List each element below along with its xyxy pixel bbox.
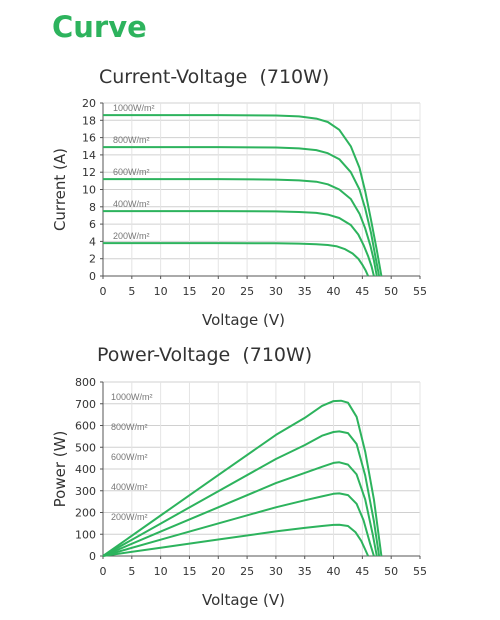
series-label: 600W/m² bbox=[113, 167, 150, 177]
y-tick-label: 200 bbox=[75, 507, 96, 520]
series-line bbox=[103, 242, 370, 277]
series-line bbox=[102, 399, 383, 557]
pv-chart-title-text: Power-Voltage bbox=[97, 344, 231, 366]
y-tick-label: 100 bbox=[75, 528, 96, 541]
y-tick-label: 700 bbox=[75, 398, 96, 411]
series-label: 200W/m² bbox=[111, 512, 148, 522]
y-tick-label: 800 bbox=[75, 376, 96, 389]
series-line bbox=[102, 523, 370, 557]
series-label: 1000W/m² bbox=[113, 103, 155, 113]
series-label: 1000W/m² bbox=[111, 392, 153, 402]
x-tick-label: 15 bbox=[182, 285, 196, 298]
y-tick-label: 6 bbox=[89, 218, 96, 231]
power-voltage-chart: 0 100 200 300 400 500 600 700 800 0 5 10 15 20 25 30 35 4… bbox=[51, 376, 427, 609]
y-tick-label: 20 bbox=[82, 97, 96, 110]
x-axis-label: Voltage (V) bbox=[202, 311, 285, 329]
y-tick-label: 10 bbox=[82, 184, 96, 197]
y-axis-label: Power (W) bbox=[51, 431, 69, 508]
series-label: 200W/m² bbox=[113, 231, 150, 241]
y-axis-label: Current (A) bbox=[51, 148, 69, 231]
y-tick-label: 600 bbox=[75, 420, 96, 433]
y-tick-label: 300 bbox=[75, 485, 96, 498]
series-line bbox=[102, 430, 381, 557]
y-tick-label: 500 bbox=[75, 441, 96, 454]
x-tick-label: 30 bbox=[269, 285, 283, 298]
series-label: 800W/m² bbox=[113, 135, 150, 145]
current-voltage-chart: 0 2 4 6 8 10 12 14 16 18 20 0 5 10 15 20 25 30 35 40 45 50 55 V… bbox=[51, 97, 427, 329]
x-tick-label: 10 bbox=[154, 285, 168, 298]
pv-chart-title-power: (710W) bbox=[242, 344, 313, 366]
section-title: Curve bbox=[52, 10, 147, 44]
y-tick-label: 400 bbox=[75, 463, 96, 476]
iv-chart-title-text: Current-Voltage bbox=[99, 66, 248, 88]
x-tick-label: 50 bbox=[384, 565, 398, 578]
y-tick-label: 18 bbox=[82, 114, 96, 127]
series-line bbox=[102, 492, 375, 557]
series-line bbox=[103, 114, 383, 277]
x-tick-label: 40 bbox=[327, 285, 341, 298]
y-tick-label: 4 bbox=[89, 235, 96, 248]
series-label: 400W/m² bbox=[113, 199, 150, 209]
y-tick-label: 12 bbox=[82, 166, 96, 179]
series-line bbox=[102, 461, 378, 557]
iv-chart-title: Current-Voltage (710W) bbox=[99, 66, 329, 88]
x-tick-label: 10 bbox=[154, 565, 168, 578]
pv-chart-title: Power-Voltage (710W) bbox=[97, 344, 312, 366]
x-tick-label: 40 bbox=[327, 565, 341, 578]
y-tick-label: 2 bbox=[89, 253, 96, 266]
y-tick-label: 0 bbox=[89, 550, 96, 563]
series-line bbox=[103, 210, 375, 277]
y-tick-label: 14 bbox=[82, 149, 96, 162]
x-tick-label: 15 bbox=[182, 565, 196, 578]
x-tick-label: 45 bbox=[355, 285, 369, 298]
x-tick-label: 20 bbox=[211, 285, 225, 298]
iv-chart-title-power: (710W) bbox=[259, 66, 330, 88]
x-tick-label: 5 bbox=[128, 565, 135, 578]
y-tick-label: 16 bbox=[82, 132, 96, 145]
x-tick-label: 0 bbox=[100, 565, 107, 578]
x-tick-label: 0 bbox=[100, 285, 107, 298]
x-tick-label: 55 bbox=[413, 285, 427, 298]
series-line bbox=[103, 178, 378, 277]
x-tick-label: 25 bbox=[240, 565, 254, 578]
x-tick-label: 35 bbox=[298, 565, 312, 578]
series-label: 600W/m² bbox=[111, 452, 148, 462]
x-tick-label: 55 bbox=[413, 565, 427, 578]
x-tick-label: 45 bbox=[355, 565, 369, 578]
x-tick-label: 30 bbox=[269, 565, 283, 578]
series-line bbox=[103, 146, 381, 277]
x-axis-label: Voltage (V) bbox=[202, 591, 285, 609]
x-tick-label: 20 bbox=[211, 565, 225, 578]
y-tick-label: 8 bbox=[89, 201, 96, 214]
x-tick-label: 35 bbox=[298, 285, 312, 298]
x-tick-label: 25 bbox=[240, 285, 254, 298]
series-label: 400W/m² bbox=[111, 482, 148, 492]
x-tick-label: 5 bbox=[128, 285, 135, 298]
series-label: 800W/m² bbox=[111, 422, 148, 432]
x-tick-label: 50 bbox=[384, 285, 398, 298]
y-tick-label: 0 bbox=[89, 270, 96, 283]
